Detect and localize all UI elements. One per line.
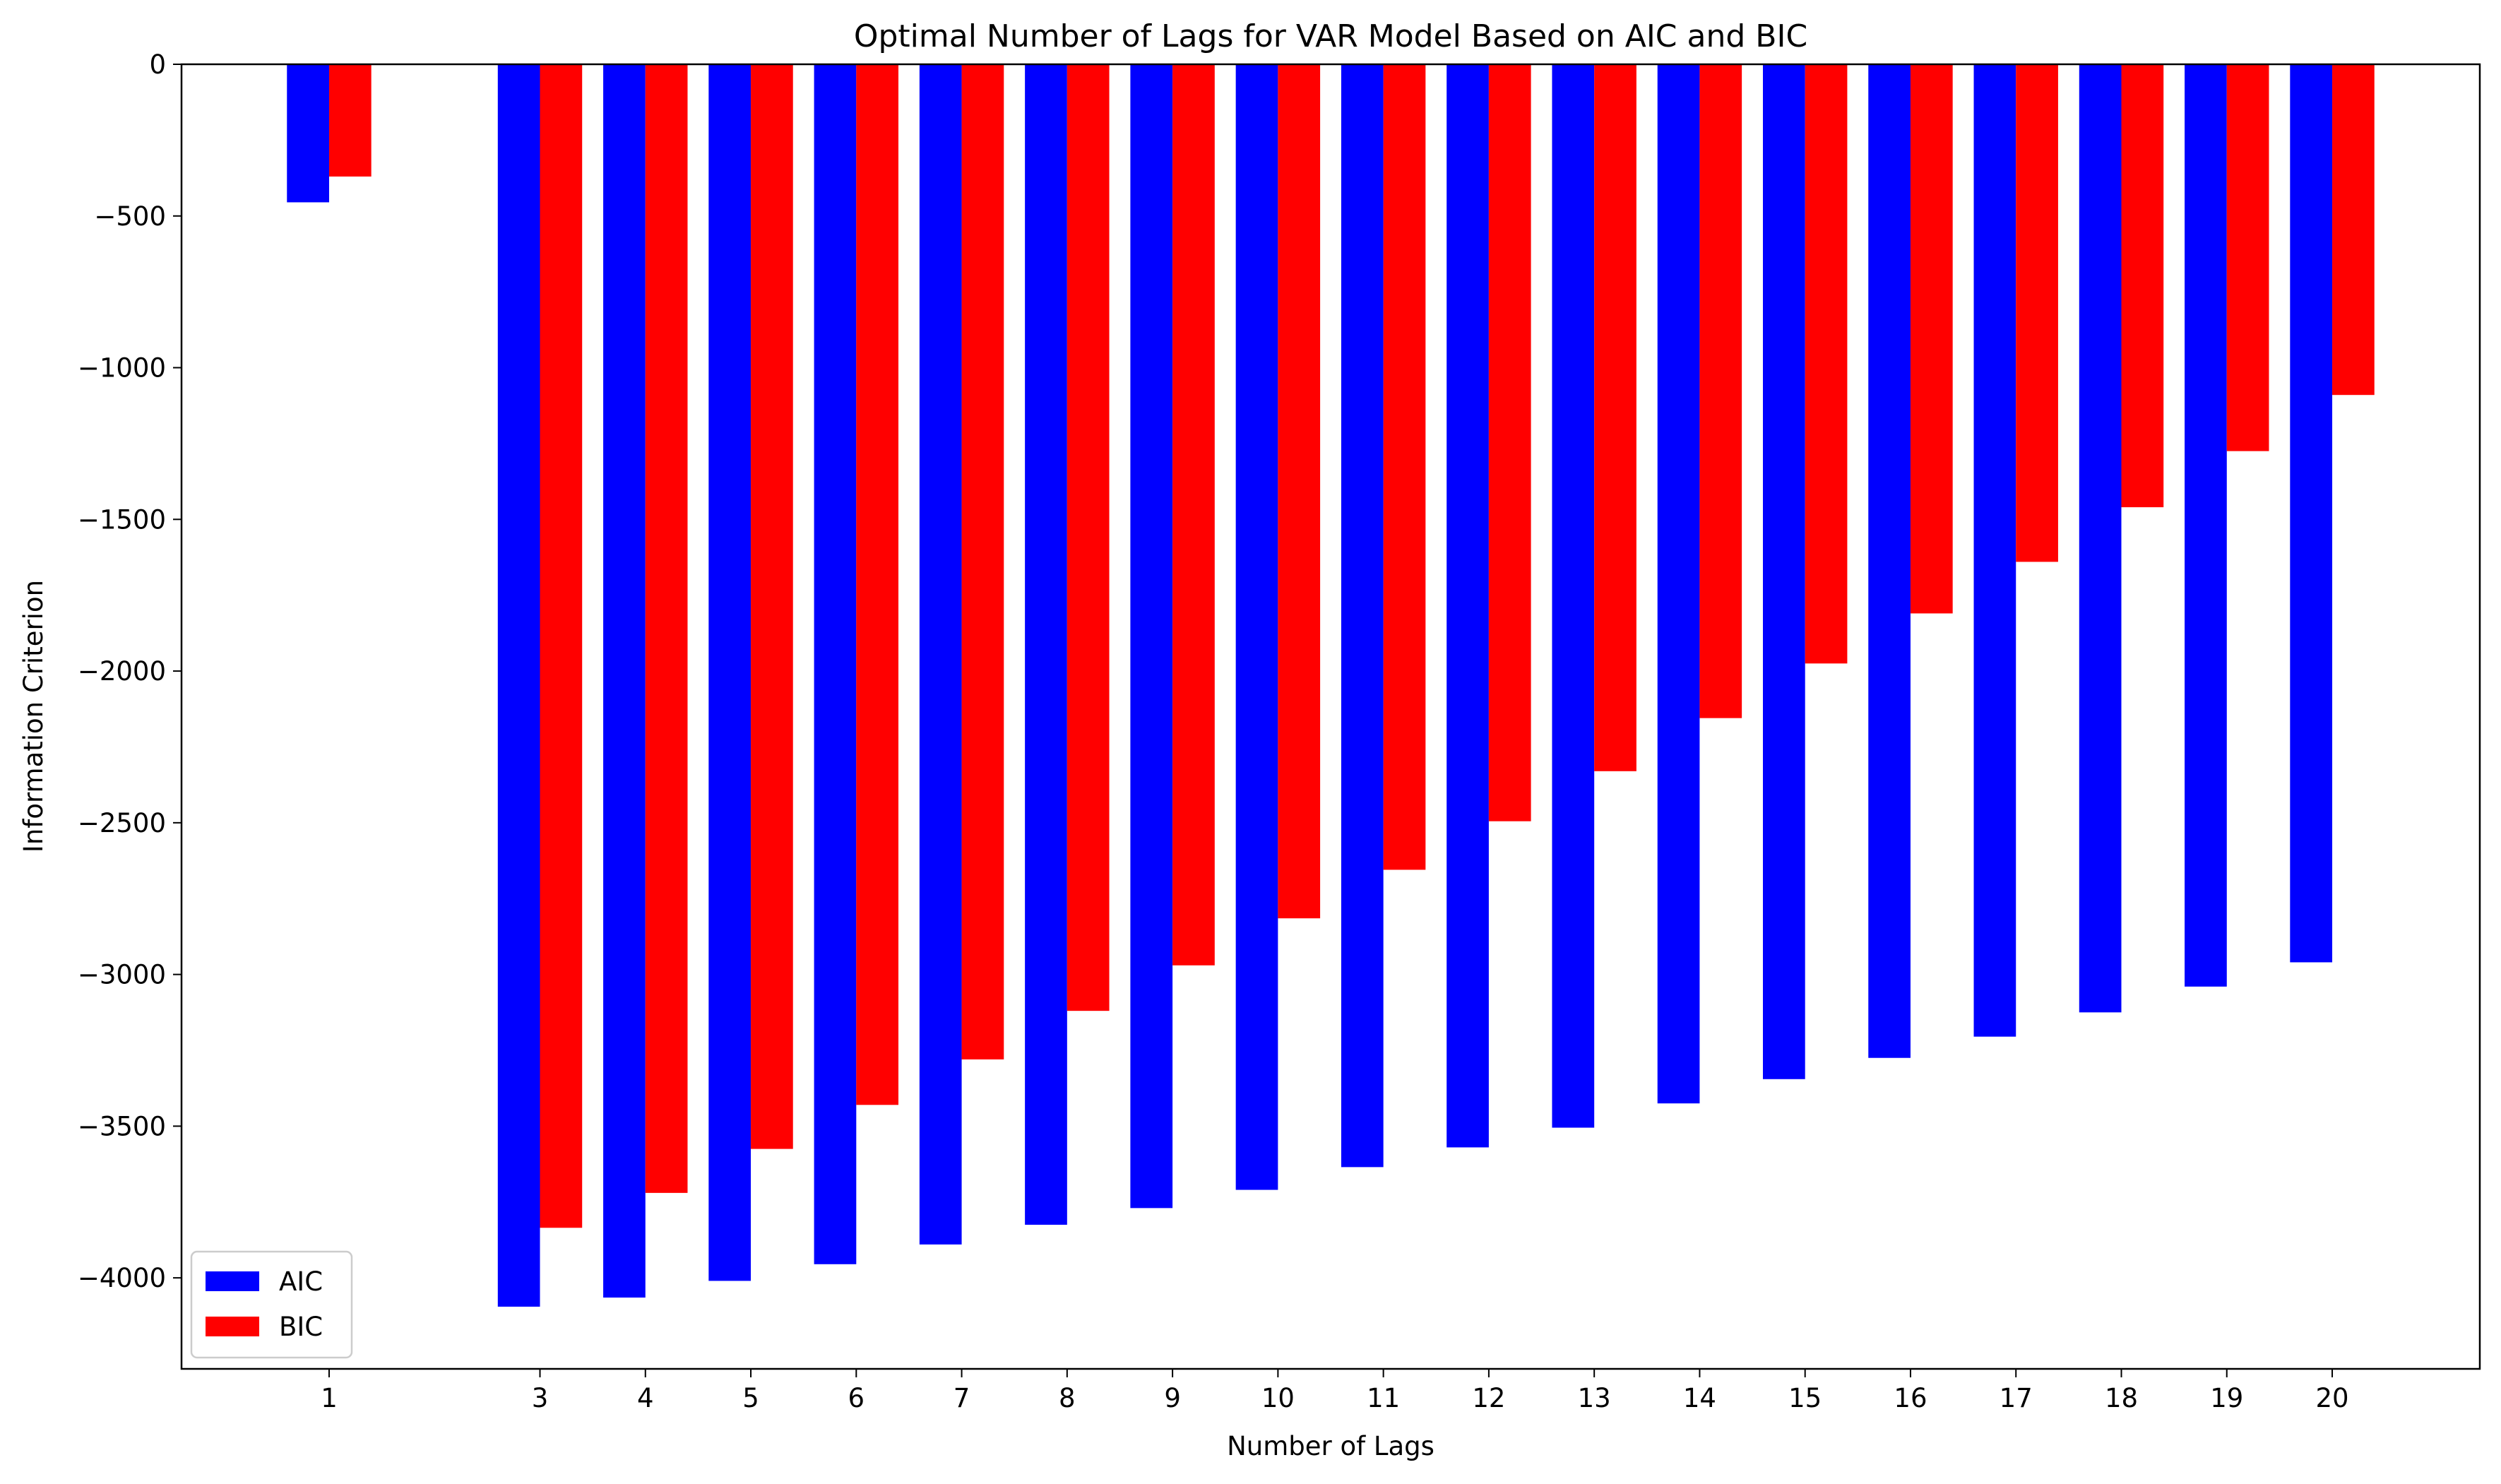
bar-bic-lag-14 [1699,64,1742,718]
y-tick-label: −2000 [78,656,166,687]
bar-bic-lag-1 [328,64,372,177]
y-tick-label: −3500 [78,1111,166,1141]
bar-aic-lag-8 [1025,64,1067,1225]
x-tick-label: 13 [1578,1383,1611,1413]
x-tick-label: 19 [2210,1383,2243,1413]
y-tick-label: −1000 [78,353,166,384]
x-tick-label: 10 [1261,1383,1295,1413]
bar-aic-lag-13 [1552,64,1595,1128]
bar-bic-lag-19 [2226,64,2269,451]
x-tick-label: 17 [2000,1383,2033,1413]
bar-bic-lag-18 [2121,64,2164,508]
y-tick-label: 0 [149,49,166,80]
bar-aic-lag-11 [1341,64,1384,1168]
bar-bic-lag-9 [1172,64,1215,966]
legend-swatch-aic [206,1271,259,1291]
legend-label-bic: BIC [279,1312,323,1342]
bar-aic-lag-9 [1130,64,1173,1209]
bars-layer [287,64,2375,1307]
bar-aic-lag-16 [1868,64,1911,1058]
bar-bic-lag-3 [540,64,583,1228]
y-tick-label: −3000 [78,960,166,990]
y-axis-label: Information Criterion [18,580,49,853]
bar-bic-lag-4 [645,64,688,1193]
bar-bic-lag-16 [1910,64,1953,614]
x-axis-ticks: 1 3 4 5 6 7 8 9 10 11 12 13 14 15 16 17 18 19 20 [321,1369,2349,1413]
bar-bic-lag-10 [1278,64,1321,919]
y-axis-ticks: 0 −500 −1000 −1500 −2000 −2500 −3000 −3500 −4000 [78,49,182,1293]
bar-aic-lag-17 [1973,64,2016,1037]
x-tick-label: 16 [1894,1383,1927,1413]
bar-bic-lag-5 [751,64,793,1149]
y-tick-label: −4000 [78,1263,166,1293]
x-tick-label: 9 [1164,1383,1181,1413]
bar-bic-lag-17 [2016,64,2058,562]
bar-aic-lag-15 [1762,64,1805,1079]
x-tick-label: 6 [848,1383,865,1413]
bar-aic-lag-10 [1235,64,1278,1190]
bar-aic-lag-5 [708,64,752,1281]
bar-aic-lag-18 [2079,64,2122,1013]
y-tick-label: −2500 [78,808,166,838]
legend-swatch-bic [206,1317,259,1336]
bar-aic-lag-4 [603,64,646,1298]
legend-box [190,1250,353,1359]
x-tick-label: 3 [532,1383,549,1413]
bar-aic-lag-7 [919,64,962,1245]
x-tick-label: 8 [1059,1383,1076,1413]
bar-aic-lag-3 [497,64,540,1307]
plot-frame [180,63,2481,1370]
x-tick-label: 18 [2105,1383,2138,1413]
chart-title: Optimal Number of Lags for VAR Model Bas… [854,18,1807,54]
x-tick-label: 14 [1683,1383,1716,1413]
legend: AIC BIC [190,1250,353,1359]
bar-bic-lag-7 [961,64,1004,1059]
x-axis-label: Number of Lags [1227,1431,1434,1461]
bar-bic-lag-8 [1067,64,1110,1011]
bar-bic-lag-20 [2332,64,2375,396]
bar-aic-lag-20 [2290,64,2333,963]
y-tick-label: −1500 [78,504,166,535]
bar-aic-lag-1 [287,64,329,203]
x-tick-label: 12 [1472,1383,1505,1413]
x-tick-label: 5 [742,1383,759,1413]
x-tick-label: 20 [2315,1383,2348,1413]
bar-bic-lag-15 [1805,64,1848,664]
legend-label-aic: AIC [279,1266,323,1297]
x-tick-label: 15 [1788,1383,1822,1413]
bar-aic-lag-14 [1657,64,1700,1104]
bar-aic-lag-6 [814,64,857,1264]
x-tick-label: 4 [637,1383,654,1413]
x-tick-label: 7 [954,1383,970,1413]
bar-aic-lag-19 [2185,64,2227,987]
bar-bic-lag-13 [1594,64,1636,771]
x-tick-label: 1 [321,1383,338,1413]
y-tick-label: −500 [94,201,166,232]
bar-bic-lag-11 [1383,64,1426,870]
bar-bic-lag-6 [856,64,899,1105]
x-tick-label: 11 [1367,1383,1400,1413]
bar-aic-lag-12 [1446,64,1489,1148]
bar-bic-lag-12 [1488,64,1531,821]
